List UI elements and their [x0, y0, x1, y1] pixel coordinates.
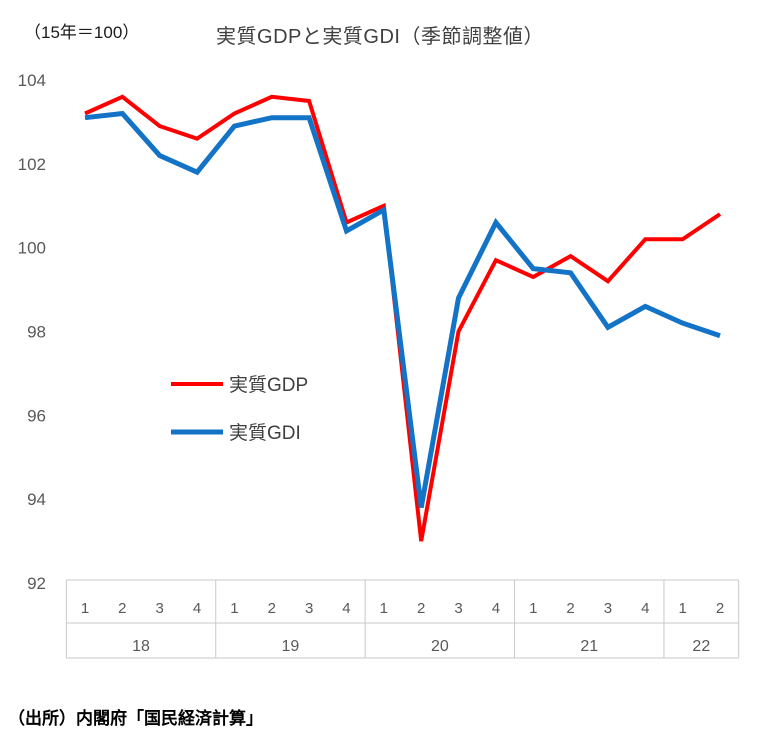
- x-axis-quarter-label: 3: [305, 600, 313, 617]
- x-axis-quarter-label: 4: [342, 600, 350, 617]
- source-note: （出所）内閣府「国民経済計算」: [8, 709, 263, 728]
- x-axis-quarter-label: 2: [417, 600, 425, 617]
- y-axis-tick-label: 104: [18, 71, 46, 90]
- x-axis-quarter-label: 2: [268, 600, 276, 617]
- y-axis-tick-label: 92: [27, 574, 46, 593]
- x-axis-year-label: 20: [431, 638, 449, 655]
- x-axis-quarter-label: 3: [454, 600, 462, 617]
- chart-title: 実質GDPと実質GDI（季節調整値）: [216, 26, 544, 48]
- y-axis-tick-label: 98: [27, 323, 46, 342]
- x-axis-quarter-label: 2: [716, 600, 724, 617]
- x-axis-quarter-label: 1: [678, 600, 686, 617]
- x-axis-year-label: 21: [580, 638, 598, 655]
- legend-label-gdi: 実質GDI: [229, 422, 301, 444]
- y-axis-tick-label: 102: [18, 155, 46, 174]
- x-axis-quarter-label: 1: [529, 600, 537, 617]
- y-axis-tick-label: 94: [27, 490, 46, 509]
- legend-label-gdp: 実質GDP: [229, 374, 308, 396]
- x-axis-quarter-label: 1: [81, 600, 89, 617]
- x-axis-quarter-label: 2: [118, 600, 126, 617]
- x-axis-quarter-label: 4: [641, 600, 649, 617]
- y-axis-tick-label: 100: [18, 239, 46, 258]
- x-axis-quarter-label: 3: [604, 600, 612, 617]
- x-axis-quarter-label: 1: [230, 600, 238, 617]
- gdi-line: [84, 110, 721, 509]
- x-axis-quarter-label: 3: [156, 600, 164, 617]
- x-axis-year-label: 18: [132, 638, 150, 655]
- x-axis-quarter-label: 2: [566, 600, 574, 617]
- axis-unit-label: （15年＝100）: [24, 23, 140, 42]
- x-axis-quarter-label: 1: [380, 600, 388, 617]
- x-axis-quarter-label: 4: [492, 600, 500, 617]
- y-axis-tick-label: 96: [27, 406, 46, 425]
- x-axis-year-label: 22: [692, 638, 710, 655]
- x-axis-year-label: 19: [282, 638, 300, 655]
- x-axis-quarter-label: 4: [193, 600, 201, 617]
